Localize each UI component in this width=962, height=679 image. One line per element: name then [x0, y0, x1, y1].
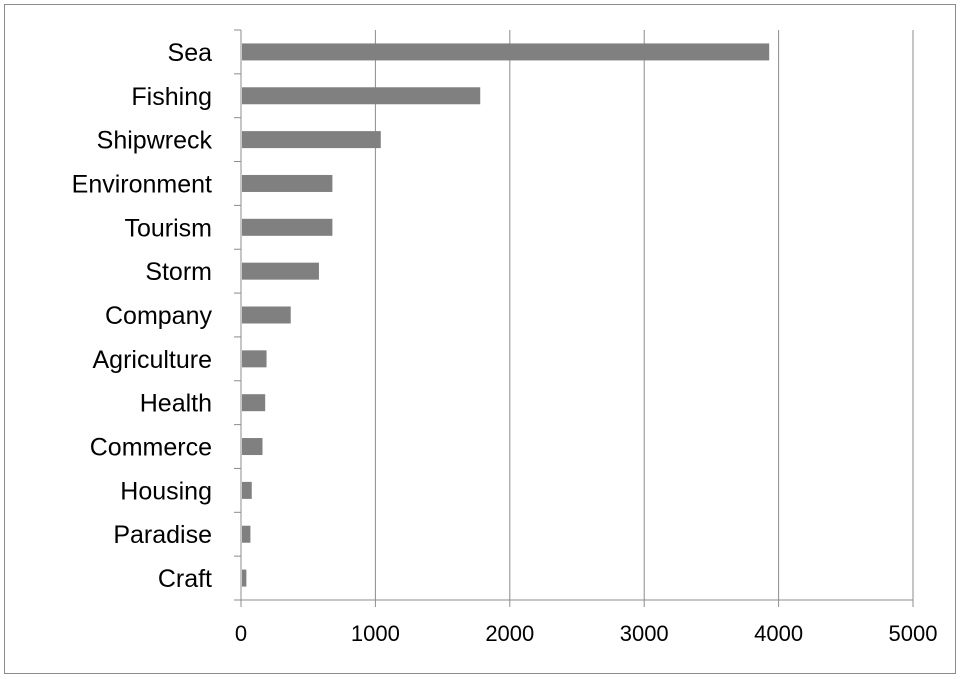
category-label: Health: [140, 390, 212, 418]
category-label: Environment: [72, 170, 212, 198]
category-label: Tourism: [124, 214, 212, 242]
x-tick-label: 1000: [351, 621, 400, 646]
bar: [242, 481, 252, 499]
category-label: Storm: [145, 258, 212, 286]
x-tick-label: 3000: [620, 621, 669, 646]
category-label: Shipwreck: [97, 127, 213, 155]
gridlines: [374, 30, 914, 600]
category-label: Housing: [120, 477, 212, 505]
category-label: Company: [105, 302, 212, 330]
category-label: Agriculture: [93, 346, 213, 374]
bar: [242, 569, 247, 587]
bar: [242, 306, 291, 324]
bar: [242, 350, 267, 368]
category-label: Paradise: [113, 521, 212, 549]
chart-frame: [4, 4, 956, 674]
bar: [242, 43, 770, 61]
x-tick-label: 2000: [485, 621, 534, 646]
category-label: Sea: [168, 39, 213, 67]
category-label: Commerce: [90, 434, 212, 462]
bar: [242, 394, 266, 412]
bar: [242, 438, 263, 456]
bar: [242, 218, 333, 236]
x-tick-label: 0: [235, 621, 247, 646]
x-tick-labels: 0 1000 2000 3000 4000 5000: [235, 621, 938, 646]
bars: [242, 43, 770, 587]
category-label: Craft: [158, 565, 212, 593]
x-tick-label: 5000: [889, 621, 938, 646]
x-tick-label: 4000: [754, 621, 803, 646]
bar: [242, 131, 381, 149]
bar: [242, 525, 251, 543]
category-label: Fishing: [131, 83, 212, 111]
bar: [242, 262, 319, 280]
bar: [242, 87, 481, 105]
bar: [242, 174, 333, 192]
axes: [234, 29, 914, 607]
category-labels: Sea Fishing Shipwreck Environment Tourism Sto…: [72, 39, 213, 593]
